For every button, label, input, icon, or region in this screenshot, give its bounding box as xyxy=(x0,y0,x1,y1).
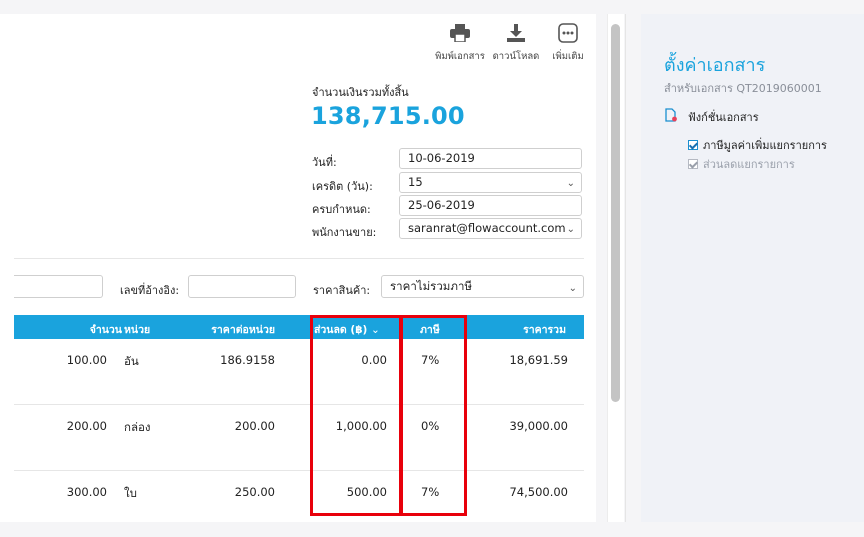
table-cell-qty: 200.00 xyxy=(66,419,107,433)
salesperson-value: saranrat@flowaccount.com xyxy=(408,221,566,235)
price-type-select[interactable]: ราคาไม่รวมภาษี ⌄ xyxy=(381,275,584,298)
table-cell-discount: 500.00 xyxy=(346,485,387,499)
print-label: พิมพ์เอกสาร xyxy=(435,51,485,62)
table-cell-total: 74,500.00 xyxy=(509,485,568,499)
discount-column-highlight xyxy=(310,315,402,516)
settings-panel xyxy=(641,14,864,522)
discount-per-item-label: ส่วนลดแยกรายการ xyxy=(703,158,795,171)
discount-per-item-checkbox xyxy=(688,159,698,169)
row-divider xyxy=(14,404,584,405)
credit-label: เครดิต (วัน): xyxy=(312,180,373,193)
column-unit-price: ราคาต่อหน่วย xyxy=(211,324,275,336)
price-type-label: ราคาสินค้า: xyxy=(313,284,371,297)
chevron-down-icon: ⌄ xyxy=(566,178,575,189)
chevron-down-icon: ⌄ xyxy=(566,224,575,235)
table-header: จำนวน หน่วย ราคาต่อหน่วย ส่วนลด (฿) ⌄ ภา… xyxy=(14,315,584,339)
table-cell-qty: 300.00 xyxy=(66,485,107,499)
column-discount[interactable]: ส่วนลด (฿) ⌄ xyxy=(314,321,380,338)
credit-days-select[interactable]: 15 ⌄ xyxy=(399,172,582,193)
section-divider xyxy=(14,258,584,259)
printer-icon xyxy=(430,22,490,44)
column-unit: หน่วย xyxy=(124,324,151,336)
document-editor xyxy=(0,14,596,522)
panel-divider xyxy=(625,14,626,522)
chevron-down-icon: ⌄ xyxy=(370,324,380,336)
date-label: วันที่: xyxy=(312,156,337,169)
table-cell-unit-price: 250.00 xyxy=(234,485,275,499)
due-date-label: ครบกำหนด: xyxy=(312,203,371,216)
table-cell-tax: 7% xyxy=(421,485,440,499)
option-vat-per-item[interactable]: ภาษีมูลค่าเพิ่มแยกรายการ xyxy=(688,136,827,154)
reference-label: เลขที่อ้างอิง: xyxy=(120,284,180,297)
total-amount: 138,715.00 xyxy=(311,102,465,130)
more-label: เพิ่มเติม xyxy=(552,51,584,62)
table-cell-unit-price: 186.9158 xyxy=(220,353,275,367)
download-button[interactable]: ดาวน์โหลด xyxy=(486,22,546,64)
date-value: 10-06-2019 xyxy=(408,151,475,165)
table-cell-tax: 7% xyxy=(421,353,440,367)
due-date-value: 25-06-2019 xyxy=(408,198,475,212)
tax-column-highlight xyxy=(400,315,467,516)
table-cell-tax: 0% xyxy=(421,419,440,433)
more-icon xyxy=(538,22,598,44)
column-qty: จำนวน xyxy=(89,324,122,336)
vat-per-item-checkbox[interactable] xyxy=(688,140,698,150)
salesperson-label: พนักงานขาย: xyxy=(312,226,377,239)
reference-input[interactable] xyxy=(188,275,296,298)
scrollbar-thumb[interactable] xyxy=(611,24,620,402)
chevron-down-icon: ⌄ xyxy=(568,283,577,294)
due-date-field[interactable]: 25-06-2019 xyxy=(399,195,582,216)
table-cell-unit: อัน xyxy=(124,354,139,368)
table-cell-total: 39,000.00 xyxy=(509,419,568,433)
table-cell-discount: 1,000.00 xyxy=(335,419,387,433)
print-button[interactable]: พิมพ์เอกสาร xyxy=(430,22,490,64)
table-cell-total: 18,691.59 xyxy=(509,353,568,367)
column-tax: ภาษี xyxy=(420,324,440,336)
option-discount-per-item: ส่วนลดแยกรายการ xyxy=(688,155,795,173)
table-cell-unit: ใบ xyxy=(124,486,137,500)
table-cell-qty: 100.00 xyxy=(66,353,107,367)
table-cell-unit-price: 200.00 xyxy=(234,419,275,433)
more-button[interactable]: เพิ่มเติม xyxy=(538,22,598,64)
date-field[interactable]: 10-06-2019 xyxy=(399,148,582,169)
salesperson-select[interactable]: saranrat@flowaccount.com ⌄ xyxy=(399,218,582,239)
settings-title: ตั้งค่าเอกสาร xyxy=(664,55,766,76)
total-label: จำนวนเงินรวมทั้งสิ้น xyxy=(312,86,409,99)
credit-value: 15 xyxy=(408,175,423,189)
project-input[interactable] xyxy=(14,275,103,298)
download-label: ดาวน์โหลด xyxy=(492,51,540,62)
price-type-value: ราคาไม่รวมภาษี xyxy=(390,279,472,293)
settings-subtitle: สำหรับเอกสาร QT2019060001 xyxy=(664,82,822,95)
row-divider xyxy=(14,470,584,471)
column-discount-label: ส่วนลด (฿) xyxy=(314,324,368,336)
document-function-icon xyxy=(664,107,678,126)
document-function-label: ฟังก์ชั่นเอกสาร xyxy=(688,111,759,124)
vat-per-item-label: ภาษีมูลค่าเพิ่มแยกรายการ xyxy=(703,139,827,152)
column-total: ราคารวม xyxy=(523,324,566,336)
download-icon xyxy=(486,22,546,44)
table-cell-discount: 0.00 xyxy=(361,353,387,367)
table-cell-unit: กล่อง xyxy=(124,420,151,434)
